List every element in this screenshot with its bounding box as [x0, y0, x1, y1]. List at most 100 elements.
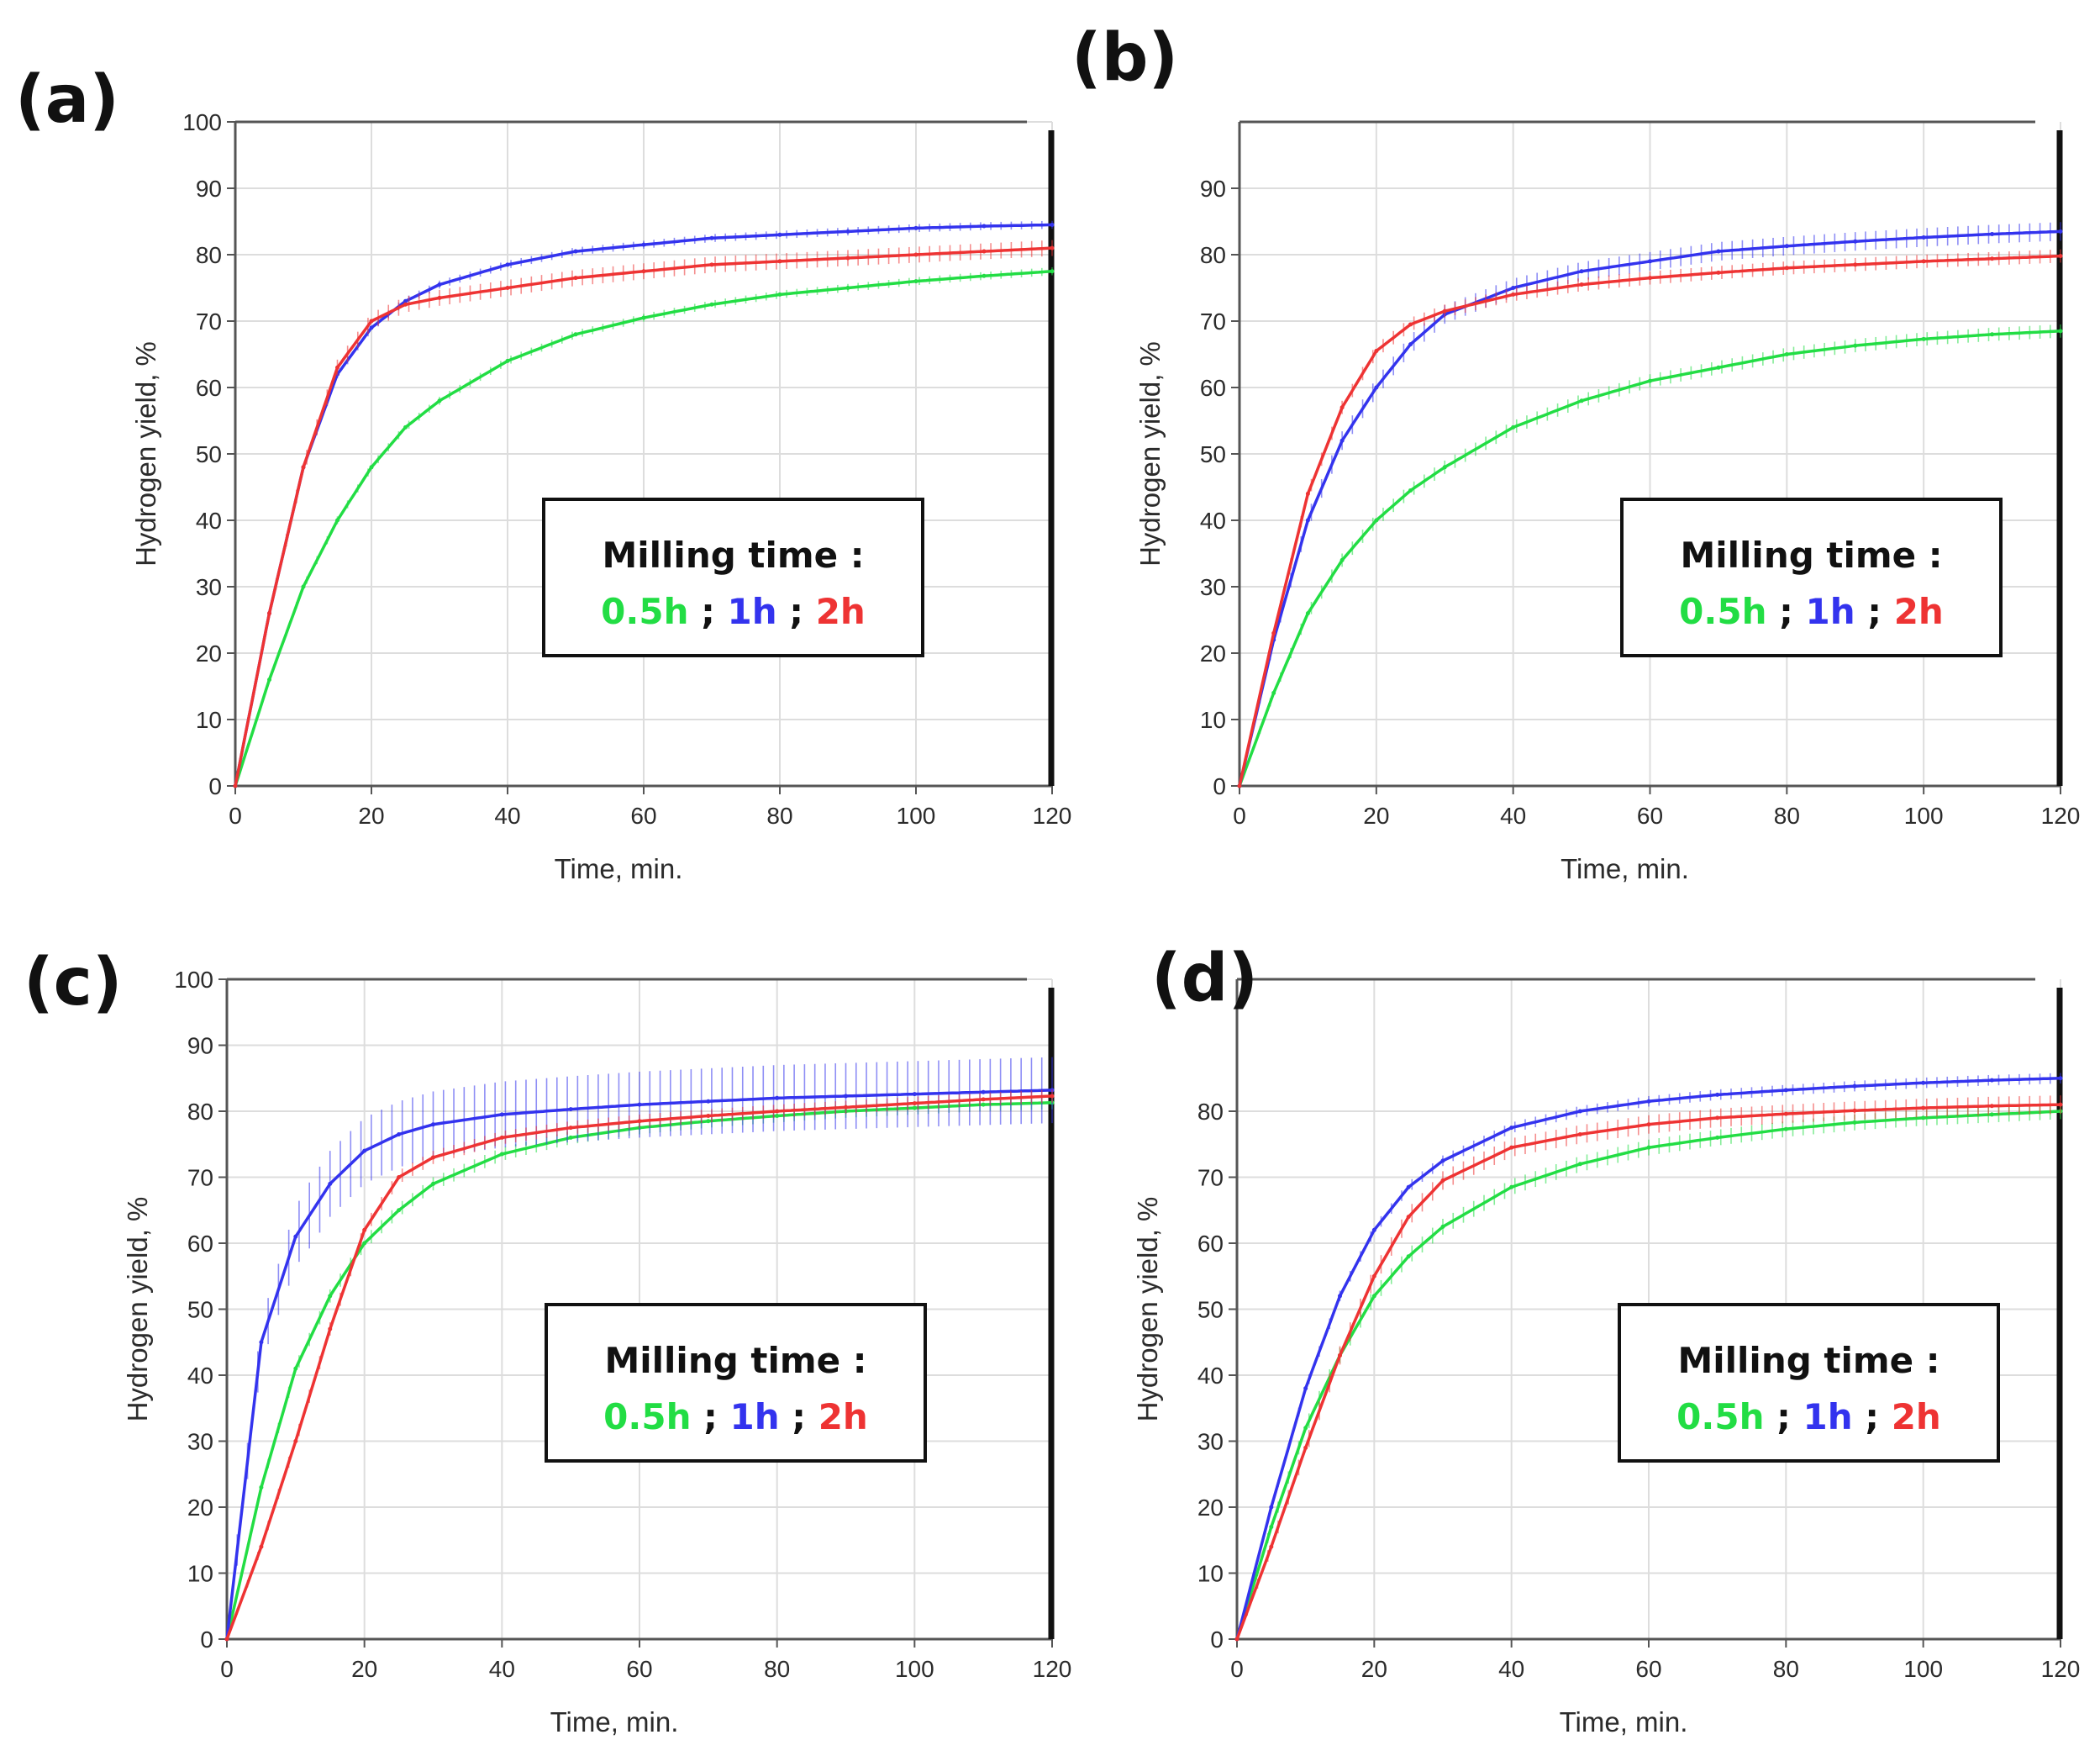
x-axis-title: Time, min. — [550, 1706, 679, 1737]
legend-title-c: Milling time : — [604, 1340, 867, 1381]
data-point — [1852, 1083, 1857, 1089]
data-point — [1374, 518, 1379, 523]
data-point — [1050, 1094, 1055, 1099]
x-tick-label: 100 — [895, 1656, 934, 1682]
data-point — [1921, 235, 1926, 240]
data-point — [1442, 465, 1447, 470]
data-point — [505, 358, 510, 363]
legend-entries-d: 0.5h ; 1h ; 2h — [1621, 1396, 1997, 1437]
chart-panel-c: 0 20 40 60 80 100 120 0 10 20 30 40 50 60 70 80 90 100 Tim… — [0, 874, 1071, 1748]
x-tick-label: 100 — [897, 803, 936, 829]
data-point — [1784, 244, 1789, 249]
data-point — [224, 1637, 229, 1642]
data-point — [1305, 518, 1310, 523]
data-point — [1853, 343, 1858, 348]
data-point — [301, 465, 306, 470]
y-tick-label: 10 — [196, 707, 222, 733]
data-point — [913, 225, 918, 230]
y-tick-label: 40 — [1200, 508, 1226, 534]
legend-sep: ; — [1867, 591, 1882, 632]
y-tick-label: 10 — [1197, 1561, 1224, 1587]
y-tick-label: 60 — [196, 375, 222, 401]
data-point — [568, 1126, 573, 1131]
data-point — [1050, 269, 1055, 274]
data-point — [301, 584, 306, 589]
data-point — [641, 269, 646, 274]
y-tick-label: 30 — [1197, 1429, 1224, 1455]
data-point — [1648, 276, 1652, 281]
y-tick-label: 50 — [187, 1297, 213, 1323]
x-tick-label: 0 — [229, 803, 242, 829]
data-point — [1921, 336, 1926, 341]
legend-sep: ; — [703, 1396, 718, 1437]
y-tick-label: 60 — [1200, 375, 1226, 401]
data-point — [1374, 349, 1379, 354]
data-point — [1338, 1294, 1342, 1299]
data-point — [1374, 385, 1379, 390]
x-tick-label: 40 — [494, 803, 520, 829]
data-point — [2058, 1076, 2063, 1081]
data-point — [1577, 1109, 1582, 1114]
legend-entries-b: 0.5h ; 1h ; 2h — [1624, 591, 1999, 632]
data-point — [293, 1439, 298, 1443]
data-point — [1511, 292, 1516, 297]
panel-label-c: (c) — [24, 945, 123, 1020]
data-point — [1577, 1162, 1582, 1167]
data-point — [1269, 1544, 1274, 1549]
data-point — [328, 1181, 333, 1186]
data-point — [1339, 438, 1345, 443]
y-tick-label: 10 — [187, 1561, 213, 1587]
data-point — [437, 398, 442, 403]
y-tick-label: 0 — [208, 773, 222, 799]
series-2h — [1237, 249, 2063, 788]
data-point — [437, 282, 442, 287]
data-point — [1371, 1273, 1376, 1279]
y-tick-label: 20 — [1197, 1495, 1224, 1521]
y-tick-label: 70 — [1200, 308, 1226, 335]
data-point — [1050, 222, 1055, 227]
panel-label-d: (d) — [1151, 941, 1259, 1016]
data-point — [397, 1175, 402, 1179]
y-tick-label: 80 — [1197, 1099, 1224, 1125]
legend-entry-1h: 1h — [729, 1396, 780, 1437]
legend-entries-a: 0.5h ; 1h ; 2h — [545, 591, 921, 632]
x-tick-label: 120 — [1033, 803, 1072, 829]
data-point — [1715, 1135, 1720, 1140]
data-point — [1440, 1224, 1445, 1229]
y-tick-label: 80 — [1200, 242, 1226, 268]
data-point — [1509, 1184, 1514, 1189]
series-2h — [1234, 1095, 2063, 1642]
data-point — [573, 276, 578, 281]
data-point — [1406, 1215, 1411, 1220]
y-tick-label: 0 — [1210, 1627, 1224, 1653]
chart-svg-a: 0 20 40 60 80 100 120 0 10 20 30 40 50 60 70 80 90 100 Tim… — [130, 109, 1071, 884]
data-point — [403, 424, 408, 430]
legend-entry-1h: 1h — [727, 591, 777, 632]
x-tick-label: 20 — [351, 1656, 377, 1682]
y-tick-label: 90 — [187, 1033, 213, 1059]
series-0-5h — [233, 267, 1055, 788]
y-tick-label: 100 — [182, 109, 222, 135]
y-tick-label: 20 — [187, 1495, 213, 1521]
data-point — [637, 1102, 642, 1107]
y-tick-label: 20 — [196, 641, 222, 667]
data-point — [2058, 329, 2063, 334]
data-point — [431, 1155, 435, 1160]
data-point — [499, 1152, 504, 1157]
data-point — [1579, 282, 1584, 287]
x-tick-label: 100 — [1904, 803, 1944, 829]
y-tick-label: 30 — [196, 574, 222, 600]
data-point — [775, 1113, 780, 1118]
data-point — [777, 292, 782, 297]
legend-entry-2h: 2h — [818, 1396, 868, 1437]
data-point — [1511, 286, 1516, 290]
data-point — [1269, 1525, 1274, 1530]
data-point — [1989, 1078, 1994, 1083]
panel-label-a: (a) — [15, 62, 119, 138]
data-point — [1921, 1105, 1926, 1110]
data-point — [1305, 491, 1310, 496]
data-point — [328, 1326, 333, 1331]
data-point — [1853, 262, 1858, 267]
data-point — [1303, 1386, 1308, 1391]
legend-box-a: Milling time : 0.5h ; 1h ; 2h — [542, 498, 924, 657]
